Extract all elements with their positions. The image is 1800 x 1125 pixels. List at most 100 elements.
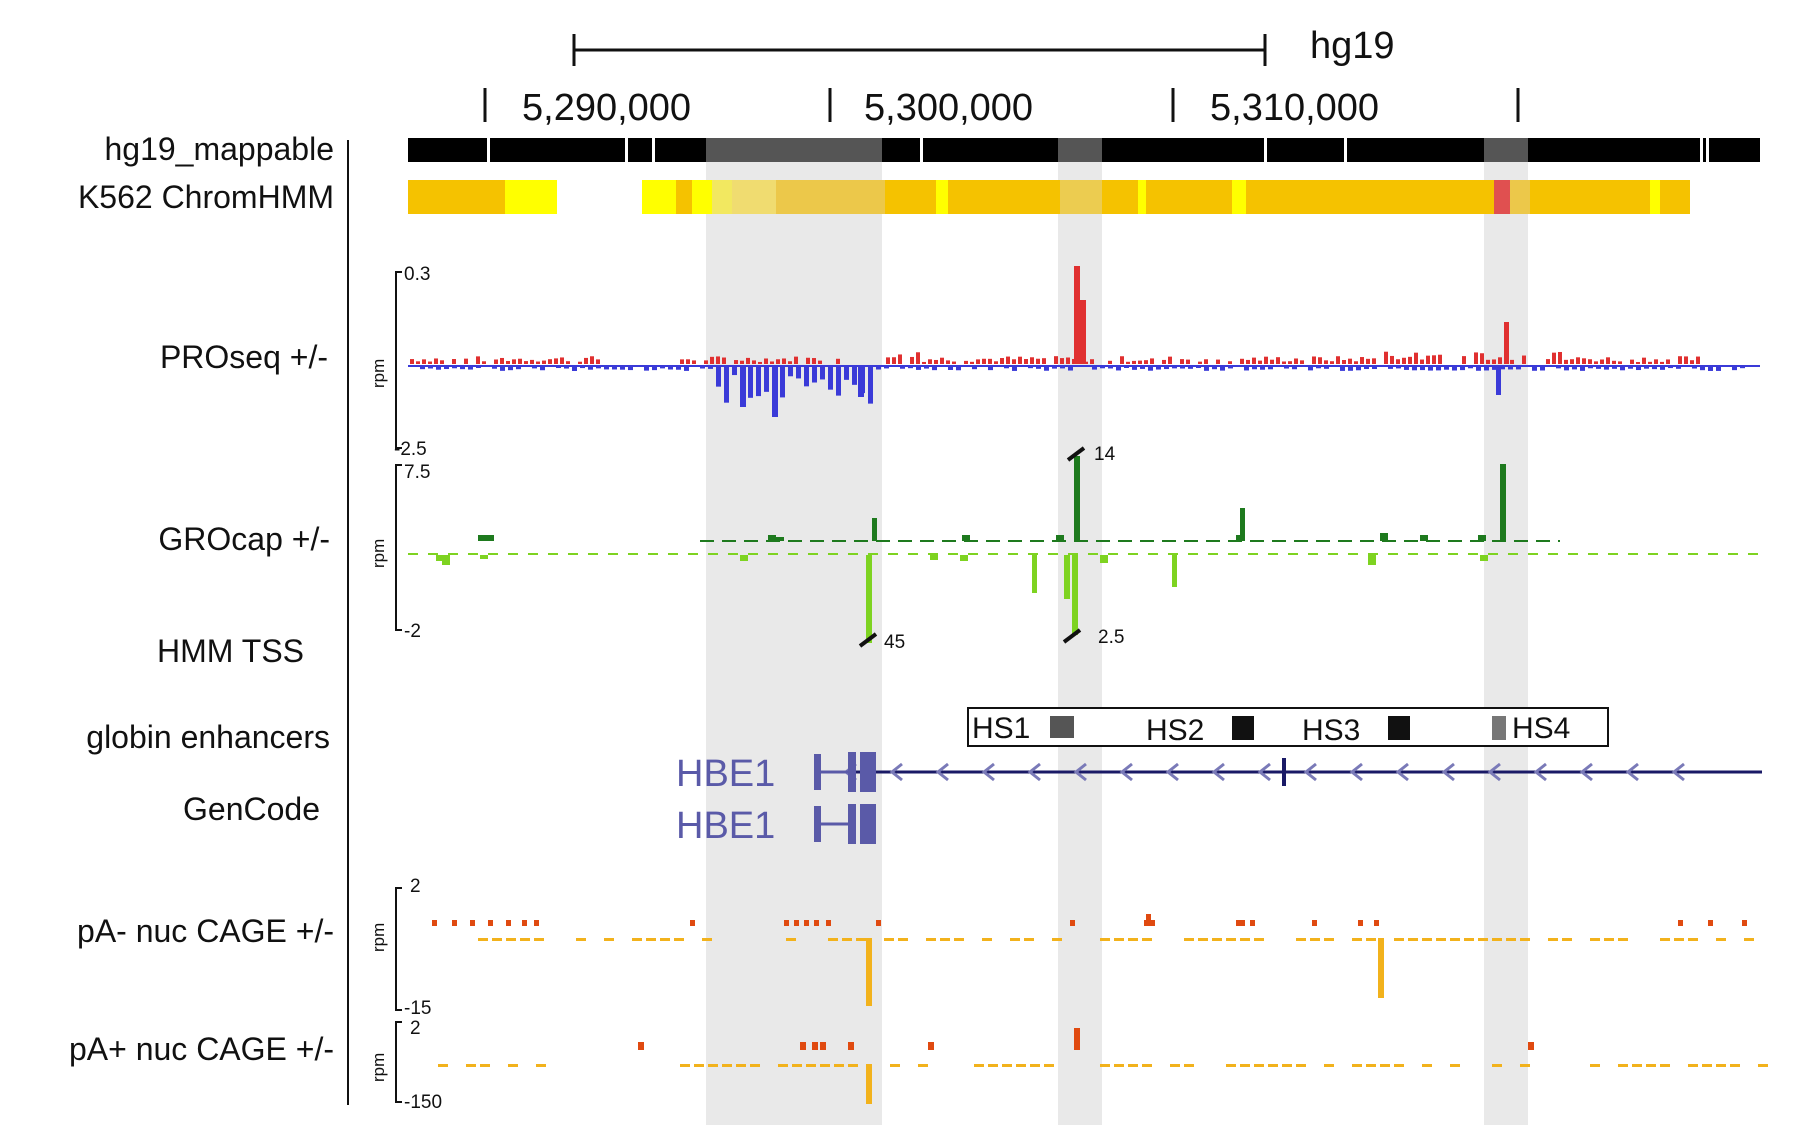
scale-bar: hg19: [572, 25, 1395, 67]
proseq-plus-bar: [1036, 358, 1040, 364]
proseq-plus-bar: [596, 359, 600, 364]
proseq-minus-bar: [956, 367, 961, 371]
proseq-minus-bar: [1404, 367, 1409, 370]
grocap-minus-bar: [960, 555, 968, 561]
proseq-minus-bar: [1492, 367, 1497, 370]
cage-plus-bar: [1708, 920, 1713, 926]
grocap-track: 7.5 -2 rpm 14 45 2.5: [369, 444, 1760, 653]
proseq-minus-bar: [1620, 367, 1625, 371]
proseq-minus-bar: [1468, 367, 1473, 369]
proseq-plus-bar: [1654, 359, 1658, 364]
proseq-plus-bar: [1006, 356, 1010, 364]
proseq-minus-bar: [1420, 367, 1425, 371]
proseq-minus-bar: [1292, 367, 1297, 370]
proseq-plus-bar: [1150, 358, 1154, 364]
proseq-minus-bar: [564, 367, 569, 369]
proseq-minus-bar: [532, 367, 537, 369]
proseq-minus-bar: [1676, 367, 1681, 369]
proseq-minus-bar: [836, 367, 841, 396]
proseq-plus-bar: [1066, 357, 1070, 364]
proseq-plus-bar: [1270, 359, 1274, 364]
proseq-minus-bar: [876, 367, 881, 370]
cage-plus-bar: [1374, 920, 1379, 926]
proseq-minus-bar: [1476, 367, 1481, 371]
cage-minus-bar: [1450, 938, 1460, 941]
proseq-plus-bar: [1384, 351, 1388, 364]
proseq-plus-bar: [1648, 361, 1652, 364]
proseq-plus-peak: [1074, 266, 1080, 364]
cage-minus-bar: [438, 1064, 448, 1067]
proseq-plus-bar: [1168, 356, 1172, 364]
track-label-gencode: GenCode: [183, 791, 320, 827]
cage-minus-bar: [1324, 1064, 1334, 1067]
grocap-plus-peak: [1240, 508, 1245, 541]
strand-arrow-icon: [1303, 762, 1317, 782]
cage-plus-bar: [638, 1042, 644, 1050]
proseq-minus-bar: [948, 367, 953, 370]
proseq-plus-bar: [686, 359, 690, 364]
proseq-plus-bar: [1144, 360, 1148, 364]
mappable-lowmap-block: [1484, 138, 1528, 162]
proseq-axis: 0.3 -2.5 rpm: [369, 264, 430, 460]
proseq-plus-bar: [922, 361, 926, 364]
proseq-plus-bar: [1294, 358, 1298, 364]
proseq-minus-bar: [492, 367, 497, 369]
proseq-plus-bar: [578, 361, 582, 364]
proseq-minus-bar: [572, 367, 577, 371]
proseq-plus-bar: [994, 361, 998, 364]
proseq-plus-bar: [1360, 357, 1364, 364]
cage-plus-bar: [804, 920, 809, 926]
proseq-plus-bar: [1282, 361, 1286, 364]
strand-arrow-icon: [1257, 762, 1271, 782]
cage-minus-bar: [1100, 938, 1110, 941]
proseq-plus-bar: [1300, 360, 1304, 364]
proseq-minus-bar: [444, 367, 449, 370]
proseq-plus-bar: [818, 360, 822, 364]
proseq-plus-peak: [1080, 300, 1086, 364]
cage-minus-bar: [1184, 1064, 1194, 1067]
highlight-region-hs4: [1484, 140, 1528, 1125]
proseq-minus-bar: [1708, 367, 1713, 371]
proseq-minus-bar: [604, 367, 609, 370]
cage-minus-bar: [848, 1064, 858, 1067]
proseq-plus-bar: [836, 358, 840, 364]
proseq-plus-bar: [988, 358, 992, 364]
proseq-plus-bar: [892, 357, 896, 364]
mappable-track: [408, 138, 1760, 162]
enhancer-label-hs4: HS4: [1512, 712, 1570, 745]
grocap-scale-min: -2: [404, 621, 421, 642]
cage-minus-bar: [1394, 1064, 1404, 1067]
cage-minus-bar: [1618, 1064, 1628, 1067]
strand-arrow-icon: [889, 762, 903, 782]
cage-minus-bar: [576, 938, 586, 941]
pa-minus-scale-min: -15: [404, 998, 431, 1019]
proseq-minus-bar: [652, 367, 657, 371]
proseq-plus-bar: [1402, 357, 1406, 364]
proseq-minus-bar: [668, 367, 673, 370]
track-label-hmm-tss: HMM TSS: [157, 633, 304, 669]
proseq-minus-peak: [740, 367, 746, 407]
proseq-plus-bar: [722, 357, 726, 364]
gene-model-hbe1-a: [814, 752, 876, 792]
proseq-minus-peak: [1496, 367, 1501, 395]
cage-plus-bar: [452, 920, 457, 926]
proseq-plus-bar: [1324, 360, 1328, 364]
proseq-minus-bar: [1052, 367, 1057, 369]
proseq-plus-bar: [554, 358, 558, 364]
proseq-minus-bar: [1148, 367, 1153, 371]
track-label-chromhmm: K562 ChromHMM: [78, 179, 334, 215]
proseq-plus-bar: [746, 357, 750, 364]
proseq-minus-bar: [972, 367, 977, 370]
proseq-minus-bar: [1212, 367, 1217, 370]
proseq-plus-bar: [440, 360, 444, 364]
cage-minus-bar: [1100, 1064, 1110, 1067]
proseq-minus-bar: [1460, 367, 1465, 371]
chromhmm-state-block: [885, 180, 936, 214]
proseq-plus-bar: [536, 361, 540, 364]
proseq-plus-bar: [1354, 361, 1358, 364]
proseq-minus-bar: [1500, 367, 1505, 370]
cage-minus-bar: [646, 938, 656, 941]
proseq-minus-bar: [1092, 367, 1097, 370]
cage-minus-bar: [988, 1064, 998, 1067]
proseq-plus-bar: [1666, 359, 1670, 364]
